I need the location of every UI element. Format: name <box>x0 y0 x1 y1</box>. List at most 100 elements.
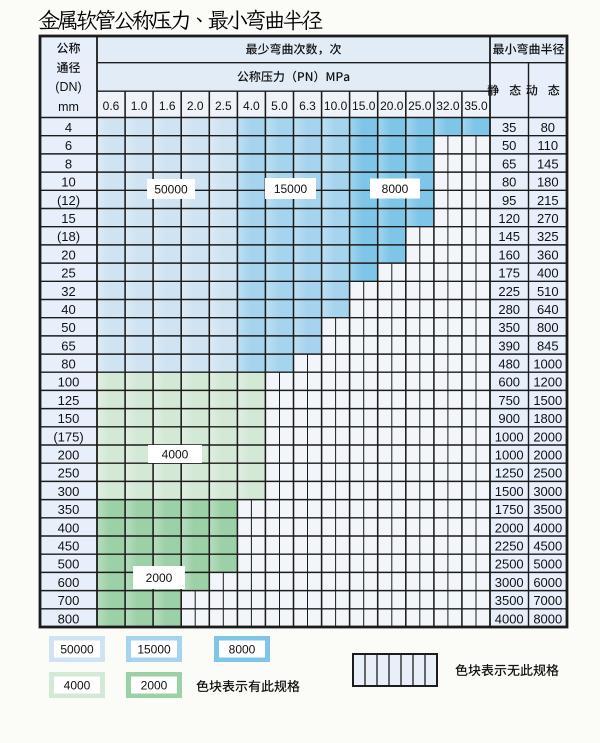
svg-text:5000: 5000 <box>533 557 562 572</box>
svg-text:120: 120 <box>498 211 520 226</box>
svg-text:3500: 3500 <box>533 502 562 517</box>
svg-text:845: 845 <box>537 338 559 353</box>
svg-text:32: 32 <box>61 284 75 299</box>
svg-text:32.0: 32.0 <box>436 99 460 113</box>
svg-text:900: 900 <box>498 411 520 426</box>
svg-text:1000: 1000 <box>533 357 562 372</box>
svg-text:4.0: 4.0 <box>243 99 260 113</box>
svg-text:6: 6 <box>65 138 72 153</box>
svg-text:(12): (12) <box>57 193 80 208</box>
svg-text:(18): (18) <box>57 229 80 244</box>
svg-text:480: 480 <box>498 357 520 372</box>
svg-text:125: 125 <box>58 393 80 408</box>
svg-text:65: 65 <box>502 156 516 171</box>
svg-text:6.3: 6.3 <box>299 99 316 113</box>
svg-text:350: 350 <box>58 502 80 517</box>
svg-text:640: 640 <box>537 302 559 317</box>
svg-text:65: 65 <box>61 338 75 353</box>
svg-text:2000: 2000 <box>141 679 168 693</box>
svg-text:510: 510 <box>537 284 559 299</box>
svg-text:(175): (175) <box>53 429 83 444</box>
svg-text:3000: 3000 <box>495 575 524 590</box>
svg-text:1500: 1500 <box>495 484 524 499</box>
svg-text:400: 400 <box>537 266 559 281</box>
svg-text:600: 600 <box>498 375 520 390</box>
svg-text:200: 200 <box>58 448 80 463</box>
svg-text:1250: 1250 <box>495 466 524 481</box>
svg-text:15: 15 <box>61 211 75 226</box>
svg-text:80: 80 <box>61 357 75 372</box>
svg-text:2.0: 2.0 <box>187 99 204 113</box>
svg-text:250: 250 <box>58 466 80 481</box>
svg-text:mm: mm <box>58 100 79 114</box>
svg-text:15000: 15000 <box>137 643 171 657</box>
svg-text:0.6: 0.6 <box>103 99 120 113</box>
svg-text:3500: 3500 <box>495 593 524 608</box>
svg-text:1500: 1500 <box>533 393 562 408</box>
svg-text:325: 325 <box>537 229 559 244</box>
svg-text:6000: 6000 <box>533 575 562 590</box>
svg-text:1000: 1000 <box>495 429 524 444</box>
svg-text:750: 750 <box>498 393 520 408</box>
svg-text:15000: 15000 <box>274 182 308 196</box>
svg-text:1750: 1750 <box>495 502 524 517</box>
svg-text:10.0: 10.0 <box>324 99 348 113</box>
svg-text:4000: 4000 <box>495 611 524 626</box>
svg-text:50: 50 <box>61 320 75 335</box>
svg-text:25.0: 25.0 <box>408 99 432 113</box>
svg-text:50: 50 <box>502 138 516 153</box>
svg-text:80: 80 <box>541 120 555 135</box>
svg-text:8000: 8000 <box>229 643 256 657</box>
svg-text:8000: 8000 <box>382 182 409 196</box>
svg-text:40: 40 <box>61 302 75 317</box>
svg-text:2000: 2000 <box>495 520 524 535</box>
svg-text:180: 180 <box>537 175 559 190</box>
svg-text:800: 800 <box>537 320 559 335</box>
svg-text:4000: 4000 <box>162 447 189 461</box>
svg-text:4000: 4000 <box>533 520 562 535</box>
svg-text:3000: 3000 <box>533 484 562 499</box>
svg-text:1000: 1000 <box>495 448 524 463</box>
svg-text:1800: 1800 <box>533 411 562 426</box>
svg-text:270: 270 <box>537 211 559 226</box>
svg-text:110: 110 <box>537 138 558 153</box>
svg-text:20: 20 <box>61 247 75 262</box>
svg-text:4500: 4500 <box>533 539 562 554</box>
svg-text:50000: 50000 <box>60 643 94 657</box>
svg-text:2000: 2000 <box>533 429 562 444</box>
svg-text:300: 300 <box>58 484 80 499</box>
svg-text:4000: 4000 <box>64 679 91 693</box>
svg-text:8: 8 <box>65 156 72 171</box>
svg-text:145: 145 <box>498 229 520 244</box>
svg-text:7000: 7000 <box>533 593 562 608</box>
svg-text:100: 100 <box>58 375 80 390</box>
svg-text:350: 350 <box>498 320 520 335</box>
svg-text:5.0: 5.0 <box>271 99 288 113</box>
svg-text:150: 150 <box>58 411 80 426</box>
svg-text:700: 700 <box>58 593 80 608</box>
svg-text:(DN): (DN) <box>55 80 81 94</box>
svg-text:10: 10 <box>61 175 75 190</box>
svg-text:15.0: 15.0 <box>352 99 376 113</box>
svg-text:80: 80 <box>502 175 516 190</box>
svg-text:2500: 2500 <box>495 557 524 572</box>
svg-text:1.6: 1.6 <box>159 99 176 113</box>
svg-text:500: 500 <box>58 557 80 572</box>
svg-text:450: 450 <box>58 539 80 554</box>
svg-text:2.5: 2.5 <box>215 99 232 113</box>
svg-text:2000: 2000 <box>533 448 562 463</box>
svg-text:95: 95 <box>502 193 516 208</box>
svg-text:25: 25 <box>61 266 75 281</box>
svg-text:1200: 1200 <box>533 375 562 390</box>
svg-text:215: 215 <box>537 193 559 208</box>
svg-text:50000: 50000 <box>154 182 188 196</box>
svg-text:2500: 2500 <box>533 466 562 481</box>
svg-text:1.0: 1.0 <box>131 99 148 113</box>
svg-text:2000: 2000 <box>146 571 173 585</box>
svg-text:390: 390 <box>498 338 520 353</box>
svg-text:800: 800 <box>58 611 80 626</box>
svg-text:175: 175 <box>498 266 520 281</box>
svg-text:280: 280 <box>498 302 520 317</box>
svg-text:145: 145 <box>537 156 559 171</box>
svg-text:400: 400 <box>58 520 80 535</box>
